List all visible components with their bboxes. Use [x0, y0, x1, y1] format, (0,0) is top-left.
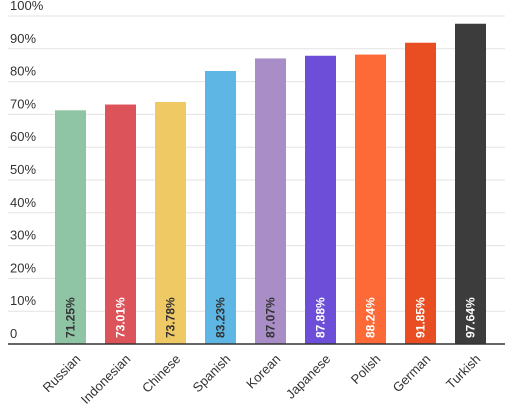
- x-tick-label: Chinese: [139, 351, 183, 395]
- bar: [105, 104, 136, 345]
- bar: [205, 71, 236, 344]
- y-tick-label: 20%: [10, 260, 36, 275]
- bar-value-label: 73.78%: [164, 297, 178, 338]
- bar-value-label: 87.88%: [314, 297, 328, 338]
- y-tick-label: 90%: [10, 31, 36, 46]
- bar-value-labels: 71.25% 73.01% 73.78% 83.23% 87.07% 87.88% 88.2…: [64, 297, 478, 338]
- y-tick-label: 70%: [10, 96, 36, 111]
- x-tick-label: Russian: [40, 351, 84, 395]
- bar: [155, 102, 186, 344]
- bar: [455, 23, 486, 345]
- y-tick-label: 0: [10, 326, 17, 341]
- bar-value-label: 73.01%: [114, 297, 128, 338]
- y-tick-label: 80%: [10, 64, 36, 79]
- bars: [55, 23, 486, 345]
- y-tick-label: 100%: [10, 0, 44, 13]
- x-tick-label: Spanish: [190, 351, 234, 395]
- bar: [255, 58, 286, 344]
- y-tick-label: 30%: [10, 228, 36, 243]
- y-tick-label: 60%: [10, 129, 36, 144]
- bar-value-label: 71.25%: [64, 297, 78, 338]
- y-tick-label: 10%: [10, 293, 36, 308]
- bar: [305, 55, 336, 344]
- bar-value-label: 91.85%: [414, 297, 428, 338]
- bar: [355, 54, 386, 344]
- x-tick-label: Indonesian: [78, 351, 134, 407]
- x-tick-label: Korean: [243, 351, 283, 391]
- bar-value-label: 97.64%: [464, 297, 478, 338]
- y-tick-label: 50%: [10, 162, 36, 177]
- bar-value-label: 87.07%: [264, 297, 278, 338]
- x-tick-label: German: [390, 351, 434, 395]
- y-tick-label: 40%: [10, 195, 36, 210]
- bar-value-label: 83.23%: [214, 297, 228, 338]
- y-axis-tick-labels: 0 10% 20% 30% 40% 50% 60% 70% 80% 90% 100%: [10, 0, 44, 341]
- x-tick-label: Japanese: [283, 351, 333, 401]
- x-tick-label: Turkish: [443, 351, 483, 391]
- x-tick-label: Polish: [348, 351, 384, 387]
- bar-value-label: 88.24%: [364, 297, 378, 338]
- bar: [405, 42, 436, 345]
- bar: [55, 110, 86, 344]
